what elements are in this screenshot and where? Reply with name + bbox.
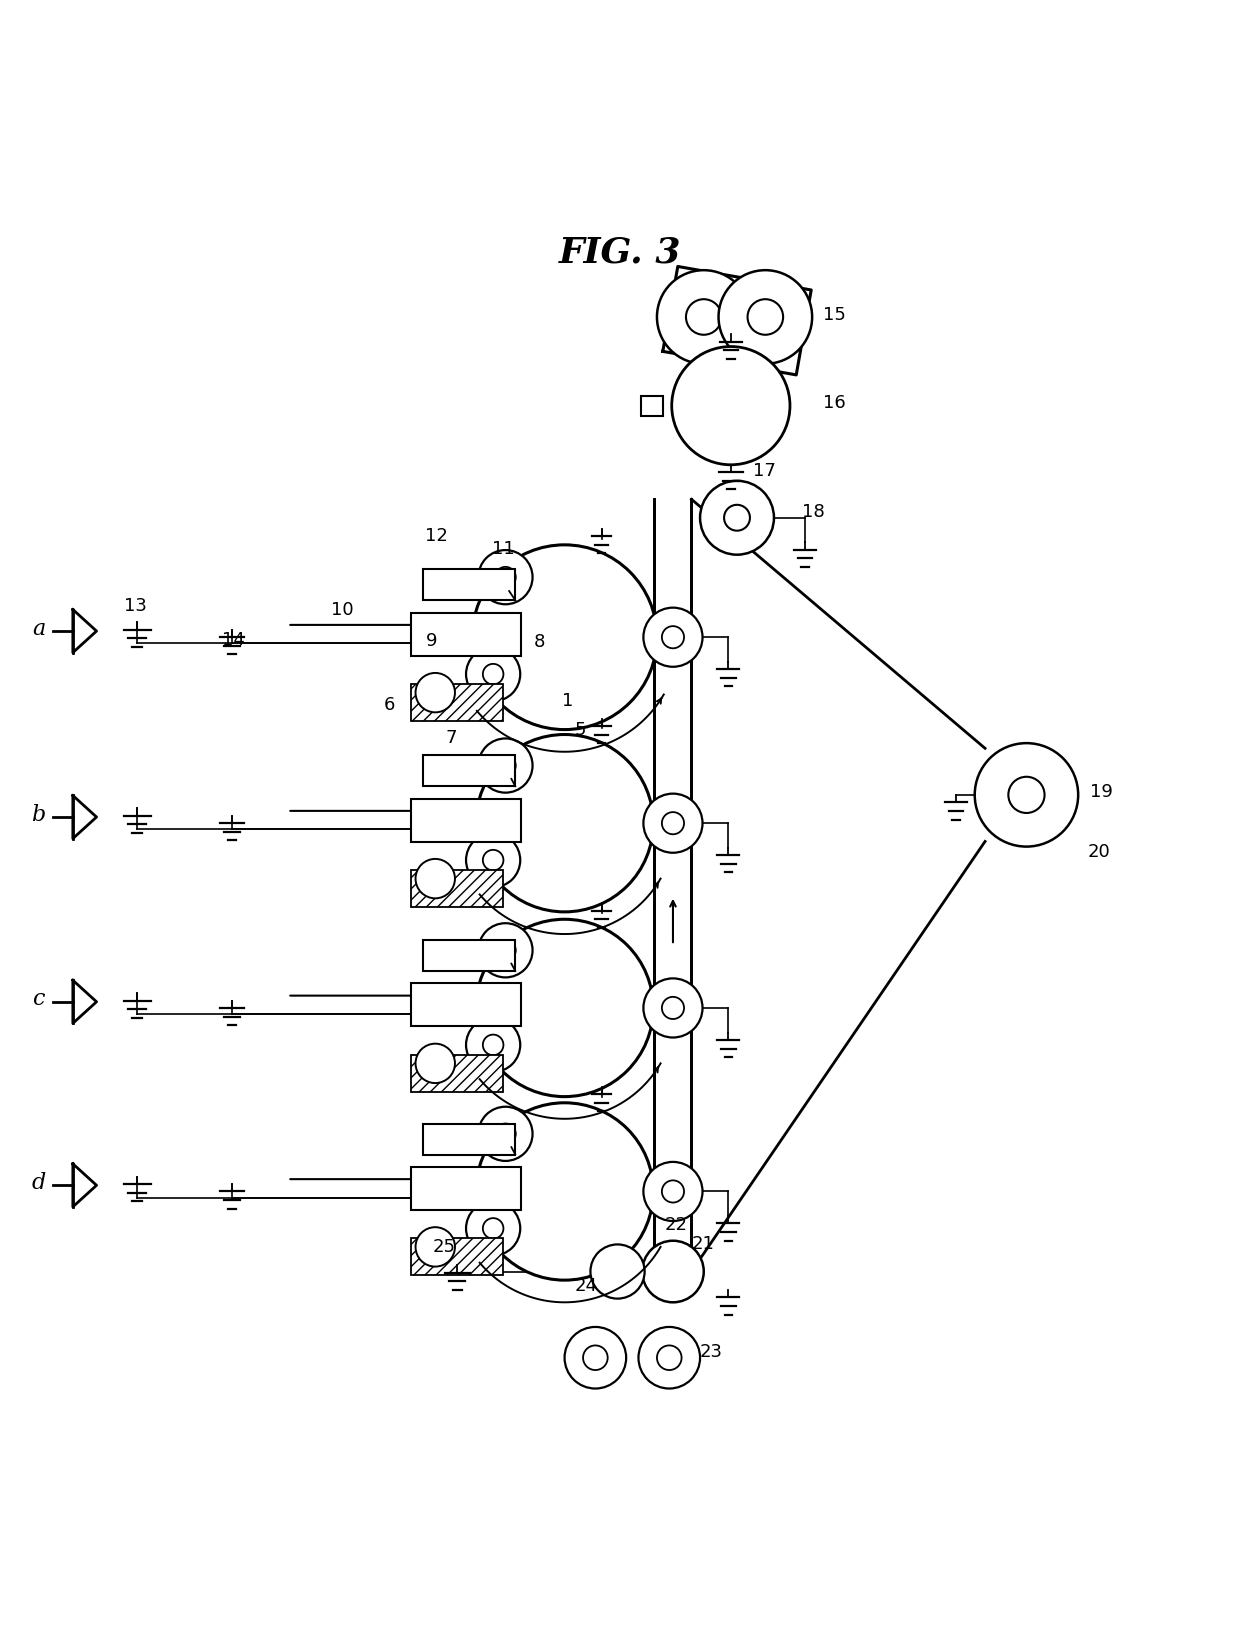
Text: 1: 1: [562, 692, 573, 710]
Circle shape: [564, 1328, 626, 1388]
Circle shape: [472, 544, 657, 729]
Bar: [410, 798, 522, 842]
Circle shape: [482, 1218, 503, 1239]
Circle shape: [662, 1180, 684, 1203]
Bar: [423, 756, 516, 787]
Bar: [423, 941, 516, 970]
Circle shape: [415, 674, 455, 713]
Circle shape: [479, 923, 532, 977]
Circle shape: [672, 346, 790, 465]
Circle shape: [583, 1346, 608, 1370]
Bar: [410, 1056, 503, 1092]
Circle shape: [482, 1034, 503, 1056]
Text: 20: 20: [1087, 842, 1111, 860]
Text: 6: 6: [383, 697, 394, 715]
Text: 16: 16: [823, 395, 846, 411]
Circle shape: [482, 664, 503, 685]
Circle shape: [718, 270, 812, 364]
Circle shape: [662, 811, 684, 834]
Circle shape: [657, 1346, 682, 1370]
Circle shape: [479, 551, 532, 605]
Text: c: c: [32, 988, 45, 1010]
Text: 24: 24: [574, 1277, 598, 1295]
Circle shape: [476, 734, 653, 911]
Circle shape: [639, 1328, 701, 1388]
Bar: [410, 1167, 522, 1210]
Text: 12: 12: [425, 528, 449, 546]
Text: 14: 14: [222, 631, 246, 649]
Text: 10: 10: [331, 602, 353, 620]
Bar: [641, 395, 663, 416]
Text: 15: 15: [823, 305, 846, 323]
Circle shape: [975, 742, 1078, 847]
Circle shape: [644, 793, 703, 852]
Circle shape: [590, 1244, 645, 1298]
Text: 19: 19: [1090, 783, 1114, 801]
Bar: [423, 569, 516, 600]
Circle shape: [415, 1044, 455, 1083]
Circle shape: [724, 505, 750, 531]
Text: 23: 23: [701, 1342, 723, 1360]
Text: 7: 7: [445, 729, 456, 747]
Circle shape: [476, 1103, 653, 1280]
Circle shape: [466, 647, 521, 701]
Bar: [410, 870, 503, 906]
Text: 13: 13: [124, 598, 146, 615]
Circle shape: [662, 997, 684, 1019]
Text: 21: 21: [692, 1236, 714, 1254]
Text: FIG. 3: FIG. 3: [559, 236, 681, 270]
Circle shape: [644, 608, 703, 667]
Text: 9: 9: [425, 633, 436, 651]
Bar: [423, 1124, 516, 1154]
Text: b: b: [31, 803, 46, 826]
Circle shape: [701, 480, 774, 554]
Text: d: d: [31, 1172, 46, 1193]
Circle shape: [466, 1201, 521, 1255]
Circle shape: [495, 756, 516, 775]
Circle shape: [479, 739, 532, 793]
Circle shape: [415, 1228, 455, 1267]
Bar: [410, 1239, 503, 1275]
Circle shape: [466, 1018, 521, 1072]
Circle shape: [495, 941, 516, 960]
Circle shape: [495, 567, 516, 587]
Circle shape: [662, 626, 684, 649]
Circle shape: [657, 270, 750, 364]
Text: 25: 25: [433, 1237, 456, 1255]
Text: 5: 5: [574, 721, 587, 739]
Circle shape: [495, 1123, 516, 1144]
Bar: [410, 983, 522, 1026]
Circle shape: [686, 300, 722, 334]
Text: 17: 17: [753, 462, 776, 480]
Text: 8: 8: [533, 633, 546, 651]
Circle shape: [466, 833, 521, 887]
Circle shape: [1008, 777, 1044, 813]
Bar: [410, 683, 503, 721]
Text: 11: 11: [492, 539, 515, 557]
Circle shape: [748, 300, 784, 334]
Circle shape: [415, 859, 455, 898]
Circle shape: [476, 919, 653, 1096]
Text: a: a: [32, 618, 46, 639]
Bar: [410, 613, 522, 656]
Circle shape: [644, 978, 703, 1037]
Circle shape: [644, 1162, 703, 1221]
Circle shape: [482, 851, 503, 870]
Circle shape: [479, 1106, 532, 1160]
Text: 18: 18: [802, 503, 825, 521]
Text: 22: 22: [665, 1216, 687, 1234]
Circle shape: [642, 1241, 704, 1303]
